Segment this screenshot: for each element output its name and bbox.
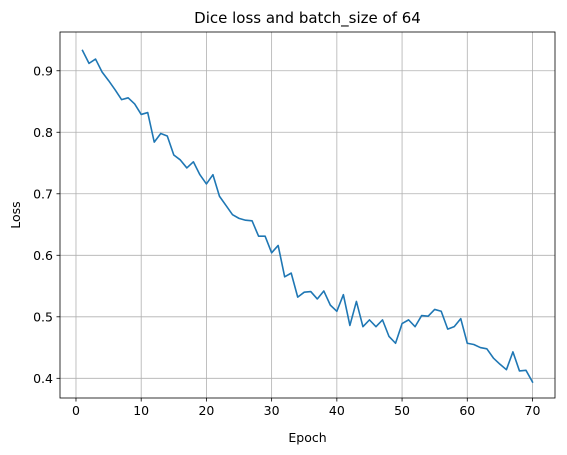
y-tick-label: 0.6 [33,248,53,263]
series-line [81,49,534,384]
x-tick-label: 10 [133,403,149,418]
y-tick-label: 0.9 [33,63,53,78]
x-axis: 0 10 20 30 40 50 60 70 [72,398,540,418]
x-axis-label: Epoch [288,430,326,445]
x-tick-label: 60 [459,403,475,418]
x-tick-label: 70 [525,403,541,418]
chart-title: Dice loss and batch_size of 64 [194,9,421,28]
y-tick-label: 0.5 [33,309,53,324]
plot-frame [59,31,556,399]
x-tick-label: 50 [394,403,410,418]
y-axis-label: Loss [8,201,23,228]
y-tick-label: 0.8 [33,125,53,140]
x-tick-label: 40 [329,403,345,418]
x-tick-label: 20 [198,403,214,418]
y-tick-label: 0.4 [33,371,53,386]
grid [60,32,555,398]
y-axis: 0.4 0.5 0.6 0.7 0.8 0.9 [33,63,60,386]
series-group [81,49,534,384]
y-tick-label: 0.7 [33,186,53,201]
x-tick-label: 0 [72,403,80,418]
x-tick-label: 30 [264,403,280,418]
